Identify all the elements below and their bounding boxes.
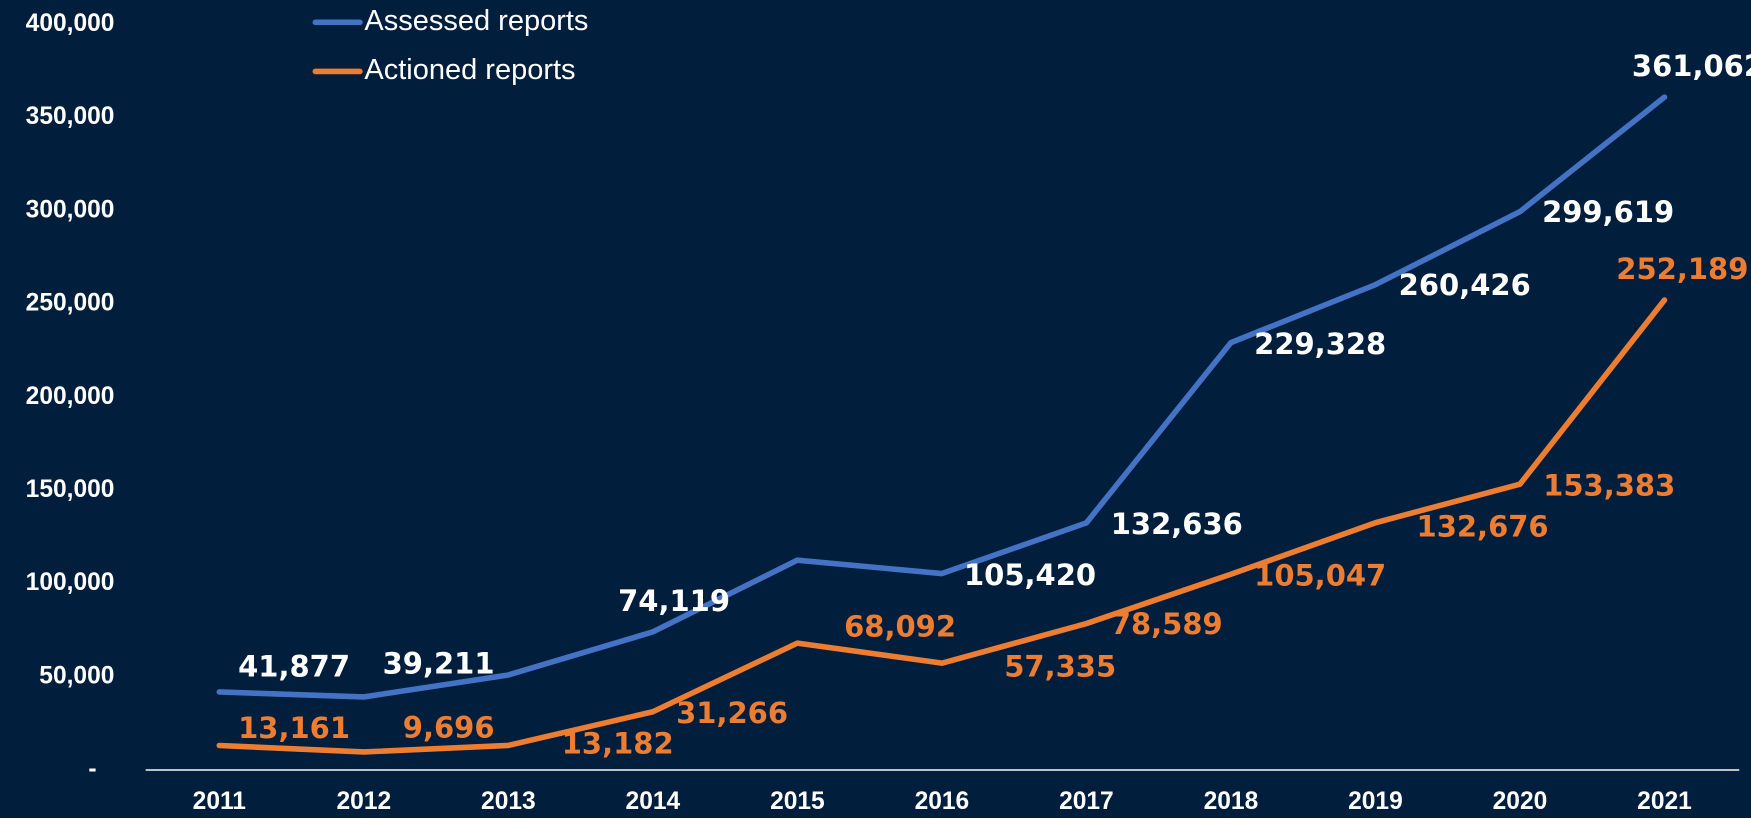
data-label: 105,420 — [964, 558, 1096, 592]
series-line — [216, 94, 1668, 700]
data-label: 299,619 — [1542, 195, 1674, 229]
y-tick-label: - — [88, 755, 96, 782]
data-label: 260,426 — [1399, 268, 1531, 302]
data-label: 74,119 — [618, 584, 730, 618]
y-tick-label: 300,000 — [26, 196, 115, 223]
data-label: 78,589 — [1111, 607, 1223, 641]
y-tick-label: 50,000 — [39, 662, 114, 689]
y-tick-label: 100,000 — [26, 569, 115, 596]
x-tick-label: 2021 — [1637, 788, 1692, 815]
x-tick-label: 2018 — [1204, 788, 1259, 815]
data-label: 229,328 — [1254, 327, 1386, 361]
data-label: 361,062 — [1632, 49, 1751, 83]
data-label: 153,383 — [1543, 469, 1675, 503]
y-tick-label: 150,000 — [26, 476, 115, 503]
y-tick-label: 400,000 — [26, 10, 115, 37]
legend-label: Actioned reports — [364, 54, 575, 86]
data-label: 13,161 — [238, 711, 350, 745]
y-tick-label: 250,000 — [26, 290, 115, 317]
data-label: 9,696 — [403, 711, 495, 745]
x-tick-label: 2016 — [915, 788, 970, 815]
data-label: 252,189 — [1616, 252, 1748, 286]
x-tick-label: 2011 — [193, 788, 246, 815]
data-label: 132,676 — [1417, 509, 1549, 543]
x-tick-label: 2020 — [1493, 788, 1548, 815]
x-tick-label: 2019 — [1348, 788, 1403, 815]
data-label: 57,335 — [1004, 650, 1116, 684]
x-tick-label: 2014 — [626, 788, 681, 815]
x-tick-label: 2013 — [481, 788, 536, 815]
y-tick-label: 350,000 — [26, 103, 115, 130]
y-tick-label: 200,000 — [26, 383, 115, 410]
x-tick-label: 2012 — [337, 788, 392, 815]
series-line — [216, 297, 1668, 755]
x-tick-label: 2015 — [770, 788, 825, 815]
data-label: 39,211 — [383, 647, 495, 681]
data-label: 132,636 — [1111, 507, 1243, 541]
data-label: 68,092 — [844, 610, 956, 644]
data-label: 31,266 — [676, 696, 788, 730]
x-tick-label: 2017 — [1059, 788, 1114, 815]
data-label: 41,877 — [238, 650, 350, 684]
data-label: 105,047 — [1254, 559, 1386, 593]
legend-label: Assessed reports — [364, 5, 588, 37]
data-label: 13,182 — [562, 726, 674, 760]
